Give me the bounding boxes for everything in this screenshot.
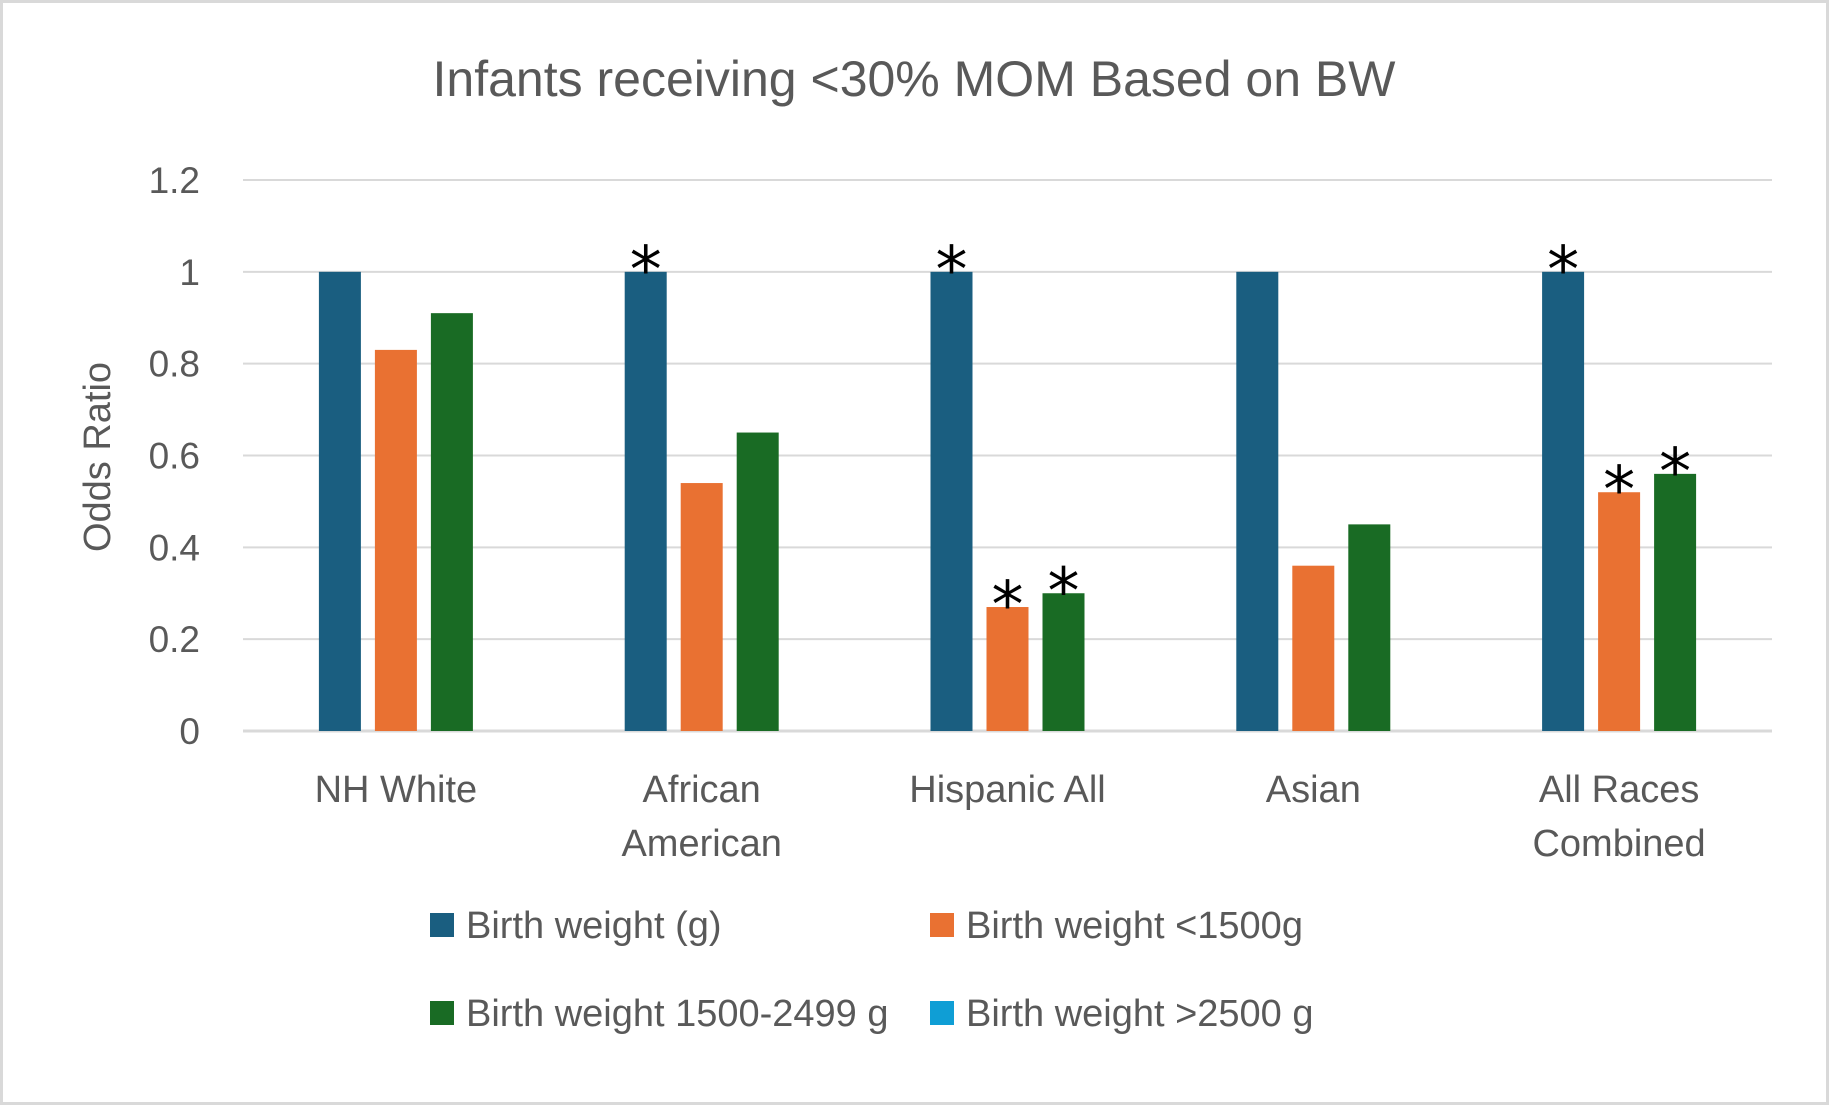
- significance-star: *: [1048, 555, 1080, 629]
- y-tick-label: 1: [179, 252, 200, 293]
- y-axis-label: Odds Ratio: [77, 362, 119, 552]
- bar: [680, 483, 723, 731]
- x-tick-label: African: [643, 769, 761, 811]
- bar: [1542, 271, 1585, 731]
- x-tick-label: Hispanic All: [909, 769, 1105, 811]
- legend-swatch: [430, 913, 454, 937]
- x-tick-label: Asian: [1266, 769, 1361, 811]
- bar: [986, 607, 1029, 731]
- bar: [736, 432, 779, 731]
- legend-swatch: [430, 1001, 454, 1025]
- legend-label: Birth weight 1500-2499 g: [466, 993, 889, 1035]
- significance-star: *: [1659, 436, 1691, 510]
- x-tick-label: Combined: [1532, 823, 1705, 865]
- bar: [374, 349, 417, 731]
- legend: Birth weight (g) Birth weight <1500g Birth…: [430, 905, 1314, 1035]
- y-tick-label: 0.6: [149, 436, 200, 477]
- legend-swatch: [930, 913, 954, 937]
- y-tick-label: 1.2: [149, 160, 200, 201]
- legend-label: Birth weight >2500 g: [966, 993, 1314, 1035]
- significance-star: *: [1603, 454, 1635, 528]
- significance-star: *: [630, 234, 662, 308]
- legend-label: Birth weight <1500g: [966, 905, 1303, 947]
- bars: [318, 271, 1697, 731]
- bar: [318, 271, 361, 731]
- significance-markers: * * * * * * *: [630, 234, 1691, 643]
- x-tick-label: American: [621, 823, 782, 865]
- bar: [1598, 492, 1641, 731]
- x-tick-label: NH White: [315, 769, 478, 811]
- legend-label: Birth weight (g): [466, 905, 722, 947]
- bar: [430, 313, 473, 731]
- significance-star: *: [1547, 234, 1579, 308]
- y-tick-label: 0.2: [149, 619, 200, 660]
- bar: [1654, 473, 1697, 731]
- bar: [1292, 565, 1335, 731]
- significance-star: *: [992, 569, 1024, 643]
- y-tick-label: 0.4: [149, 527, 200, 568]
- gridlines: [243, 179, 1772, 733]
- significance-star: *: [936, 234, 968, 308]
- y-tick-label: 0: [179, 711, 200, 752]
- chart-title: Infants receiving <30% MOM Based on BW: [433, 51, 1397, 107]
- bar: [1042, 593, 1085, 731]
- x-axis-labels: NH White African American Hispanic All Asian…: [315, 769, 1706, 865]
- y-axis-ticks: 0 0.2 0.4 0.6 0.8 1 1.2: [149, 160, 200, 752]
- bar: [1348, 524, 1391, 731]
- bar: [930, 271, 973, 731]
- bar: [624, 271, 667, 731]
- x-tick-label: All Races: [1539, 769, 1700, 811]
- bar: [1236, 271, 1279, 731]
- legend-swatch: [930, 1001, 954, 1025]
- y-tick-label: 0.8: [149, 344, 200, 385]
